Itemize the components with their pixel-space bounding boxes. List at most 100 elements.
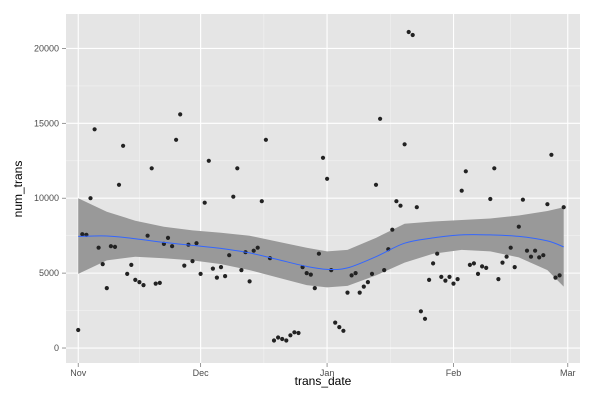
data-point — [157, 280, 162, 285]
data-point — [435, 251, 440, 256]
data-point — [76, 327, 81, 333]
data-point — [104, 286, 109, 291]
data-point — [312, 286, 317, 291]
data-point — [480, 264, 485, 269]
data-point — [451, 281, 456, 286]
data-point — [121, 143, 126, 148]
data-point — [116, 182, 122, 187]
data-point — [398, 203, 403, 208]
y-axis-title: num_trans — [11, 161, 25, 218]
data-point — [210, 266, 215, 271]
data-point — [296, 330, 301, 336]
data-point — [182, 263, 187, 268]
x-axis-ticks: Nov Dec Jan Feb Mar — [70, 363, 576, 378]
data-point — [271, 338, 277, 343]
data-point — [80, 232, 85, 237]
data-point — [178, 112, 183, 117]
data-point — [378, 116, 383, 121]
data-point — [251, 248, 256, 253]
data-point — [447, 274, 452, 279]
data-point — [194, 241, 199, 246]
data-point — [496, 277, 501, 282]
data-point — [541, 253, 546, 258]
data-point — [137, 280, 142, 285]
data-point — [492, 166, 497, 171]
data-point — [455, 277, 460, 282]
data-point — [427, 277, 432, 282]
data-point — [96, 245, 101, 250]
data-point — [316, 251, 321, 256]
data-point — [467, 262, 472, 267]
data-point — [153, 281, 158, 286]
data-point — [202, 200, 207, 205]
data-point — [504, 254, 509, 259]
data-point — [369, 271, 375, 276]
data-point — [508, 245, 513, 250]
data-point — [235, 166, 240, 171]
data-point — [214, 275, 219, 280]
data-point — [174, 137, 179, 142]
data-point — [431, 261, 436, 266]
data-point — [443, 278, 448, 283]
data-point — [333, 320, 338, 325]
data-point — [88, 196, 93, 201]
data-point — [190, 259, 195, 264]
data-point — [231, 194, 236, 199]
data-point — [475, 271, 481, 276]
data-point — [100, 262, 105, 267]
data-point — [533, 248, 538, 253]
data-point — [92, 127, 97, 132]
data-point — [357, 290, 362, 295]
data-point — [345, 290, 350, 295]
x-tick-label: Feb — [446, 368, 462, 378]
data-point — [553, 275, 558, 280]
data-point — [239, 268, 244, 273]
data-point — [382, 268, 387, 273]
data-point — [170, 244, 175, 249]
data-point — [337, 325, 342, 330]
data-point — [247, 279, 252, 284]
data-point — [524, 248, 530, 253]
data-point — [227, 253, 232, 258]
data-point — [561, 205, 566, 210]
data-point — [284, 338, 289, 343]
data-point — [488, 196, 493, 202]
data-point — [165, 235, 171, 240]
data-point — [280, 336, 285, 342]
x-tick-label: Jan — [320, 368, 335, 378]
data-point — [512, 265, 517, 270]
data-point — [439, 274, 444, 279]
data-point — [500, 260, 505, 265]
data-point — [141, 283, 146, 288]
data-point — [463, 169, 468, 174]
data-point — [418, 309, 423, 314]
data-point — [373, 182, 379, 187]
data-point — [484, 265, 489, 270]
data-point — [198, 271, 203, 276]
x-axis-title: trans_date — [295, 374, 352, 388]
data-point — [549, 152, 554, 157]
data-point — [410, 32, 415, 38]
data-point — [341, 328, 346, 333]
y-tick-label: 5000 — [39, 268, 59, 278]
data-point — [149, 166, 154, 171]
data-point — [133, 277, 138, 282]
data-point — [108, 244, 113, 249]
data-points — [76, 29, 566, 343]
data-point — [537, 255, 542, 260]
data-point — [459, 188, 464, 193]
data-point — [304, 271, 309, 276]
data-point — [557, 273, 562, 278]
y-tick-label: 0 — [54, 343, 59, 353]
x-tick-label: Nov — [70, 368, 87, 378]
data-point — [394, 199, 399, 204]
y-tick-label: 10000 — [34, 193, 59, 203]
data-point — [528, 254, 534, 259]
data-point — [255, 245, 260, 250]
data-point — [414, 205, 419, 210]
data-point — [292, 330, 297, 335]
data-point — [516, 224, 521, 229]
y-tick-label: 15000 — [34, 118, 59, 128]
confidence-ribbon — [78, 198, 564, 288]
